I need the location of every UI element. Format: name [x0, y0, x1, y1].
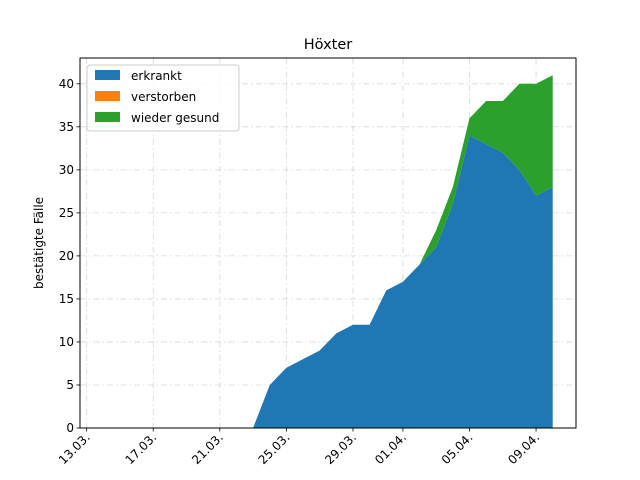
legend-swatch-verstorben [95, 91, 120, 101]
x-tick-label: 25.03. [256, 430, 293, 467]
y-tick-label: 40 [59, 77, 74, 91]
x-tick-label: 01.04. [372, 430, 409, 467]
y-tick-label: 0 [66, 421, 74, 435]
y-axis-label: bestätigte Fälle [32, 197, 46, 289]
legend-label-erkrankt: erkrankt [131, 69, 182, 83]
y-tick-label: 15 [59, 292, 74, 306]
area-series [86, 75, 553, 429]
area-wieder-gesund [86, 75, 553, 429]
y-tick-label: 25 [59, 206, 74, 220]
x-tick-label: 17.03. [122, 430, 159, 467]
y-tick-label: 10 [59, 335, 74, 349]
x-tick-label: 13.03. [56, 430, 93, 467]
legend-swatch-erkrankt [95, 70, 120, 80]
y-tick-label: 5 [66, 378, 74, 392]
x-tick-label: 09.04. [505, 430, 542, 467]
legend-label-wieder-gesund: wieder gesund [131, 111, 219, 125]
plot-frame [79, 57, 577, 429]
y-tick-label: 20 [59, 249, 74, 263]
y-tick-label: 35 [59, 120, 74, 134]
x-tick-label: 21.03. [189, 430, 226, 467]
x-tick-label: 29.03. [322, 430, 359, 467]
legend-box [86, 64, 240, 132]
legend-label-verstorben: verstorben [131, 90, 196, 104]
legend: erkrankt verstorben wieder gesund [86, 64, 240, 132]
x-tick-label: 05.04. [439, 430, 476, 467]
y-tick-label: 30 [59, 163, 74, 177]
x-axis: 13.03. 17.03. 21.03. 25.03. 29.03. 01.04. 05.0… [56, 428, 542, 467]
area-erkrankt [86, 135, 553, 428]
legend-swatch-wieder-gesund [95, 112, 120, 122]
chart-title: Höxter [304, 37, 353, 53]
y-axis: 0 5 10 15 20 25 30 35 40 [59, 77, 80, 435]
